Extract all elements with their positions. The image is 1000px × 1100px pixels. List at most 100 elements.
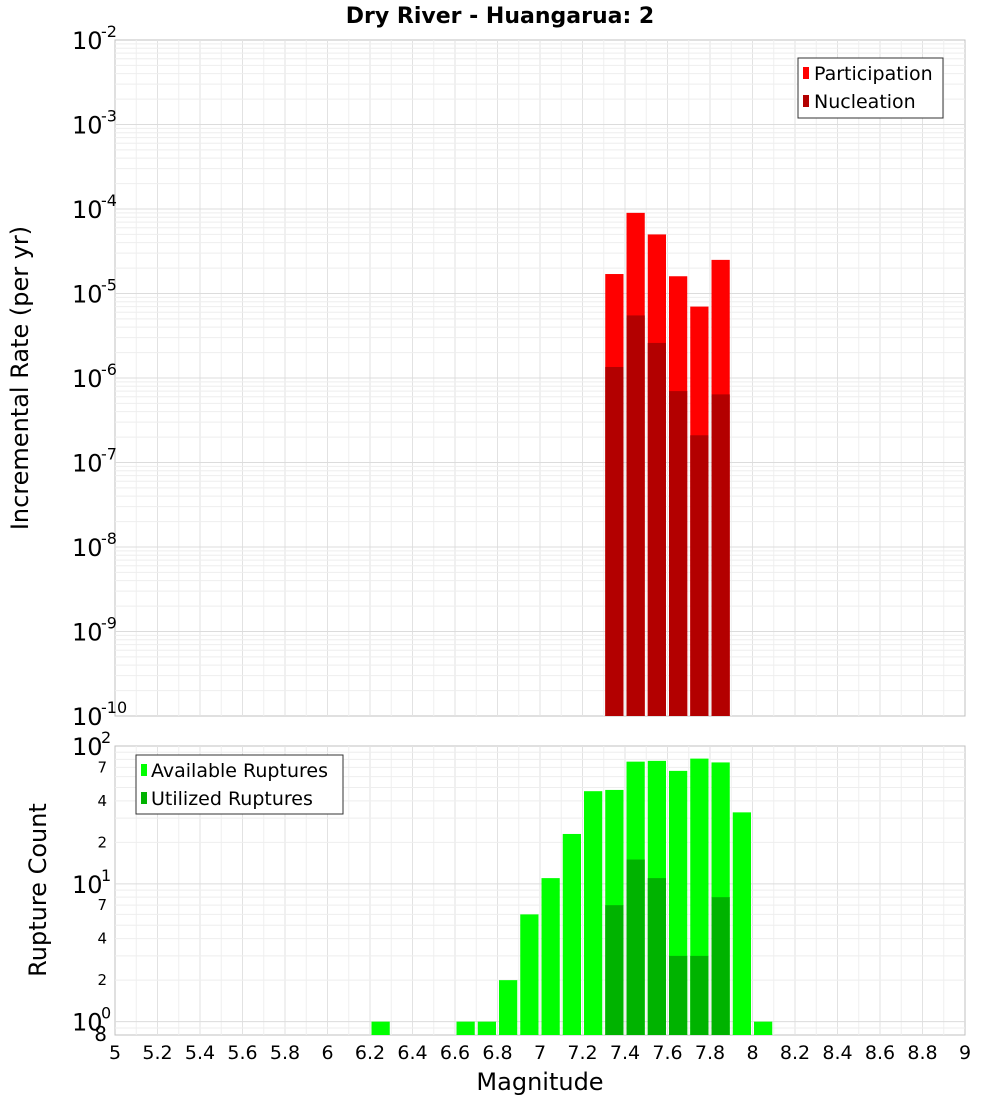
- bottom-legend: Available Ruptures Utilized Ruptures: [135, 754, 344, 815]
- y-tick-label: 10: [72, 1009, 103, 1037]
- x-tick-label: 5: [109, 1042, 121, 1064]
- y-tick-label: 8: [94, 1022, 107, 1046]
- legend-swatch-available: [141, 764, 147, 776]
- nucleation-bar: [711, 394, 730, 716]
- y-tick-exponent: -9: [101, 614, 117, 633]
- nucleation-bar: [605, 366, 624, 716]
- y-minor-tick-label: 4: [97, 930, 107, 948]
- y-tick-label: 10: [72, 450, 103, 478]
- y-tick-exponent: 1: [101, 866, 111, 885]
- utilized-ruptures-bar: [669, 955, 688, 1035]
- y-tick-label: 10: [72, 733, 103, 761]
- y-tick-label: 10: [72, 871, 103, 899]
- available-ruptures-bar: [520, 914, 539, 1035]
- x-tick-label: 5.6: [227, 1042, 257, 1064]
- legend-swatch-utilized: [141, 792, 147, 804]
- y-tick-exponent: -4: [101, 191, 117, 210]
- available-ruptures-bar: [584, 791, 603, 1035]
- utilized-ruptures-bar: [647, 878, 666, 1035]
- y-minor-tick-label: 7: [97, 758, 107, 776]
- nucleation-bar: [626, 315, 645, 716]
- bottom-legend-box: [135, 754, 344, 815]
- y-tick-label: 10: [72, 196, 103, 224]
- utilized-ruptures-bar: [690, 955, 709, 1035]
- legend-label-nucleation: Nucleation: [814, 91, 916, 113]
- y-tick-exponent: -2: [101, 22, 117, 41]
- top-grid: [115, 40, 965, 716]
- x-tick-label: 7.4: [610, 1042, 640, 1064]
- x-tick-label: 6.8: [482, 1042, 512, 1064]
- utilized-ruptures-bar: [626, 859, 645, 1035]
- y-tick-exponent: 2: [101, 728, 111, 747]
- available-ruptures-bar: [456, 1021, 475, 1035]
- legend-swatch-nucleation: [803, 95, 809, 107]
- x-tick-label: 7: [534, 1042, 546, 1064]
- nucleation-bar: [647, 342, 666, 716]
- top-legend-box: [797, 57, 944, 119]
- y-tick-label: 10: [72, 27, 103, 55]
- y-tick-exponent: -8: [101, 529, 117, 548]
- x-tick-label: 8.4: [822, 1042, 852, 1064]
- y-tick-exponent: -7: [101, 445, 117, 464]
- x-tick-label: 6.6: [440, 1042, 470, 1064]
- y-tick-exponent: -5: [101, 276, 117, 295]
- utilized-ruptures-bar: [605, 905, 624, 1035]
- x-tick-label: 8.8: [907, 1042, 937, 1064]
- available-ruptures-bar: [732, 812, 751, 1035]
- x-tick-label: 8: [746, 1042, 758, 1064]
- x-tick-label: 6.2: [355, 1042, 385, 1064]
- x-axis-label: Magnitude: [476, 1068, 603, 1096]
- bottom-grid: [115, 746, 965, 1035]
- x-tick-label: 9: [959, 1042, 971, 1064]
- bottom-y-axis-label: Rupture Count: [24, 803, 52, 977]
- legend-swatch-participation: [803, 67, 809, 79]
- y-minor-tick-label: 7: [97, 896, 107, 914]
- x-tick-label: 5.4: [185, 1042, 215, 1064]
- y-tick-exponent: -10: [101, 698, 127, 717]
- x-tick-label: 6.4: [397, 1042, 427, 1064]
- y-tick-label: 10: [72, 534, 103, 562]
- top-legend: Participation Nucleation: [797, 57, 944, 119]
- top-bars: [605, 212, 730, 717]
- legend-label-available: Available Ruptures: [151, 760, 328, 782]
- x-tick-label: 7.2: [567, 1042, 597, 1064]
- bottom-bars: [371, 758, 773, 1035]
- legend-label-utilized: Utilized Ruptures: [151, 788, 313, 810]
- top-y-axis-label: Incremental Rate (per yr): [6, 226, 34, 530]
- x-tick-label: 6: [321, 1042, 333, 1064]
- y-minor-tick-label: 2: [97, 833, 107, 851]
- x-tick-label: 8.6: [865, 1042, 895, 1064]
- y-tick-exponent: -3: [101, 107, 117, 126]
- y-tick-label: 10: [72, 703, 103, 731]
- x-tick-labels: 5 5.2 5.4 5.6 5.8 6 6.2 6.4 6.6 6.8 7 7.2 7.4 7.6 7.8 8…: [109, 1042, 971, 1064]
- available-ruptures-bar: [754, 1021, 773, 1035]
- y-tick-exponent: 0: [101, 1004, 111, 1023]
- x-tick-label: 5.8: [270, 1042, 300, 1064]
- y-tick-label: 10: [72, 365, 103, 393]
- available-ruptures-bar: [562, 833, 581, 1035]
- chart-title: Dry River - Huangarua: 2: [346, 4, 654, 29]
- x-tick-label: 7.8: [695, 1042, 725, 1064]
- y-tick-exponent: -6: [101, 360, 117, 379]
- available-ruptures-bar: [499, 980, 518, 1035]
- utilized-ruptures-bar: [711, 897, 730, 1035]
- y-minor-tick-label: 4: [97, 792, 107, 810]
- x-tick-label: 5.2: [142, 1042, 172, 1064]
- y-minor-tick-label: 2: [97, 971, 107, 989]
- x-tick-label: 7.6: [652, 1042, 682, 1064]
- available-ruptures-bar: [541, 878, 560, 1035]
- x-tick-label: 8.2: [780, 1042, 810, 1064]
- y-tick-label: 10: [72, 281, 103, 309]
- nucleation-bar: [690, 435, 709, 716]
- available-ruptures-bar: [477, 1021, 496, 1035]
- available-ruptures-bar: [371, 1021, 390, 1035]
- y-tick-label: 10: [72, 619, 103, 647]
- legend-label-participation: Participation: [814, 63, 933, 85]
- nucleation-bar: [669, 391, 688, 716]
- y-tick-label: 10: [72, 112, 103, 140]
